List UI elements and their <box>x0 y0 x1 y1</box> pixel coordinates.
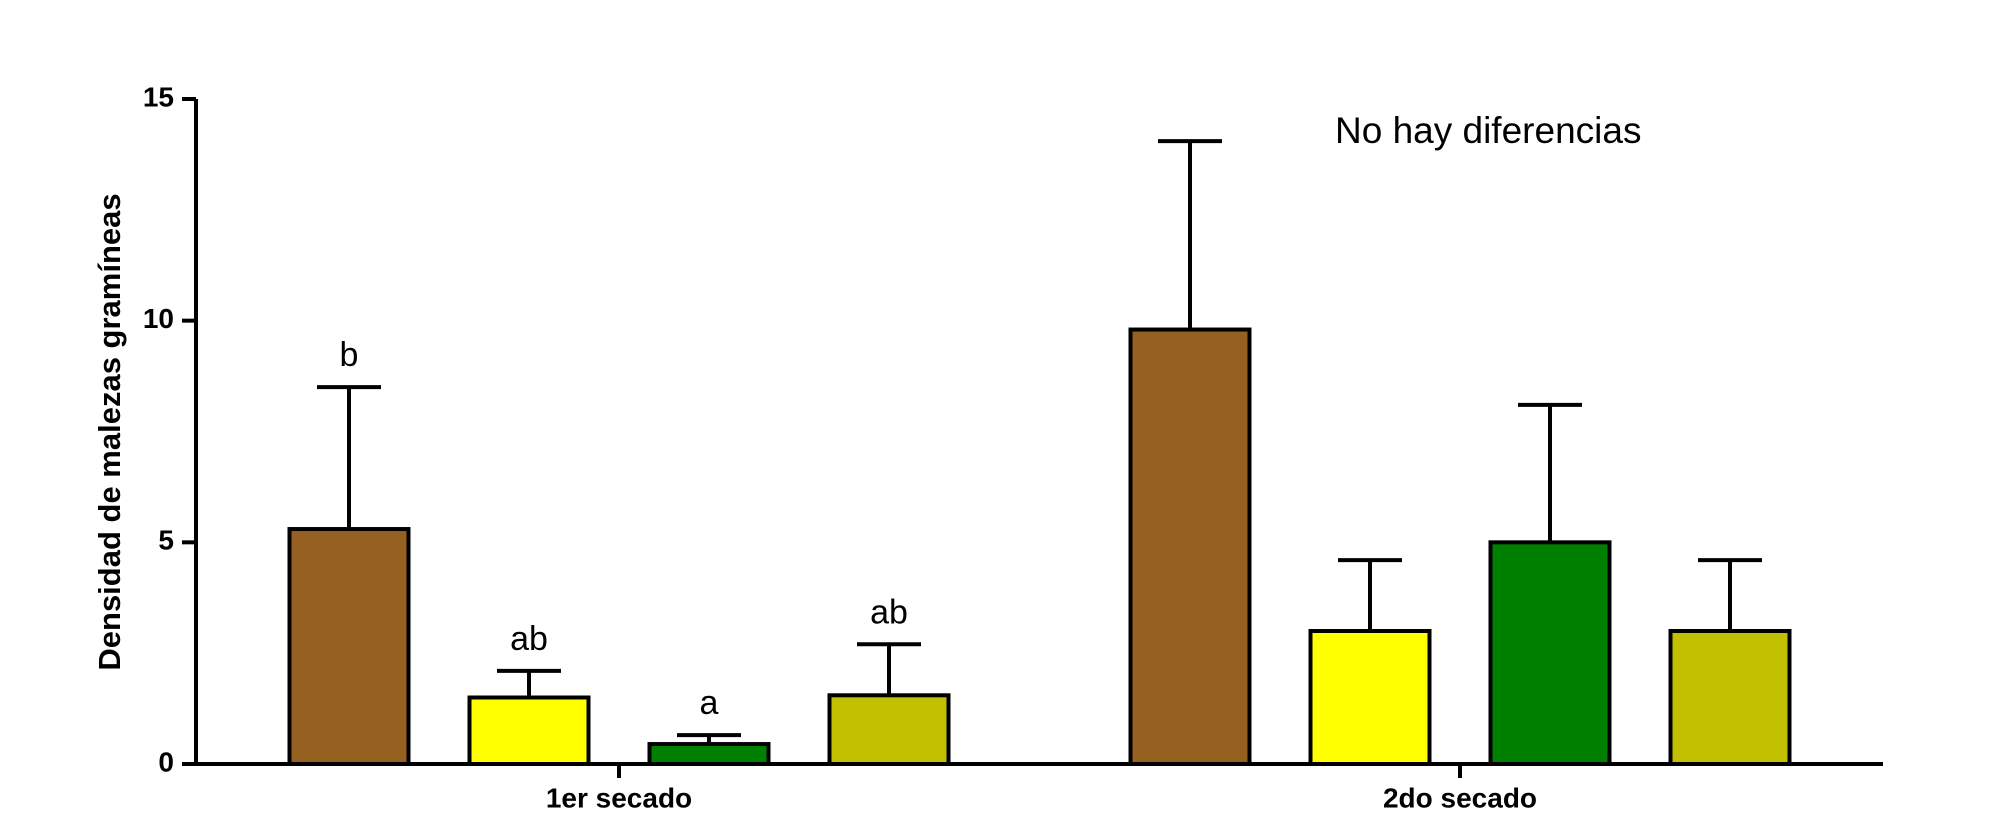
significance-label: ab <box>870 593 908 631</box>
bar <box>1488 540 1612 766</box>
x-tick-label: 1er secado <box>546 782 692 813</box>
bar <box>827 693 951 766</box>
y-tick-label: 10 <box>143 303 174 334</box>
significance-label: a <box>700 684 719 722</box>
y-axis-label: Densidad de malezas gramíneas <box>92 193 127 670</box>
bar <box>1128 327 1252 766</box>
bar <box>287 527 411 766</box>
y-tick-label: 15 <box>143 81 174 112</box>
significance-label: ab <box>510 620 548 658</box>
y-tick-label: 5 <box>158 525 174 556</box>
x-tick-label: 2do secado <box>1383 782 1537 813</box>
bar <box>647 742 771 766</box>
annotation: No hay diferencias <box>1335 110 1641 151</box>
significance-label: b <box>340 336 359 374</box>
bar <box>1308 629 1432 766</box>
bar <box>467 695 591 766</box>
y-tick-label: 0 <box>158 746 174 777</box>
bar <box>1668 629 1792 766</box>
